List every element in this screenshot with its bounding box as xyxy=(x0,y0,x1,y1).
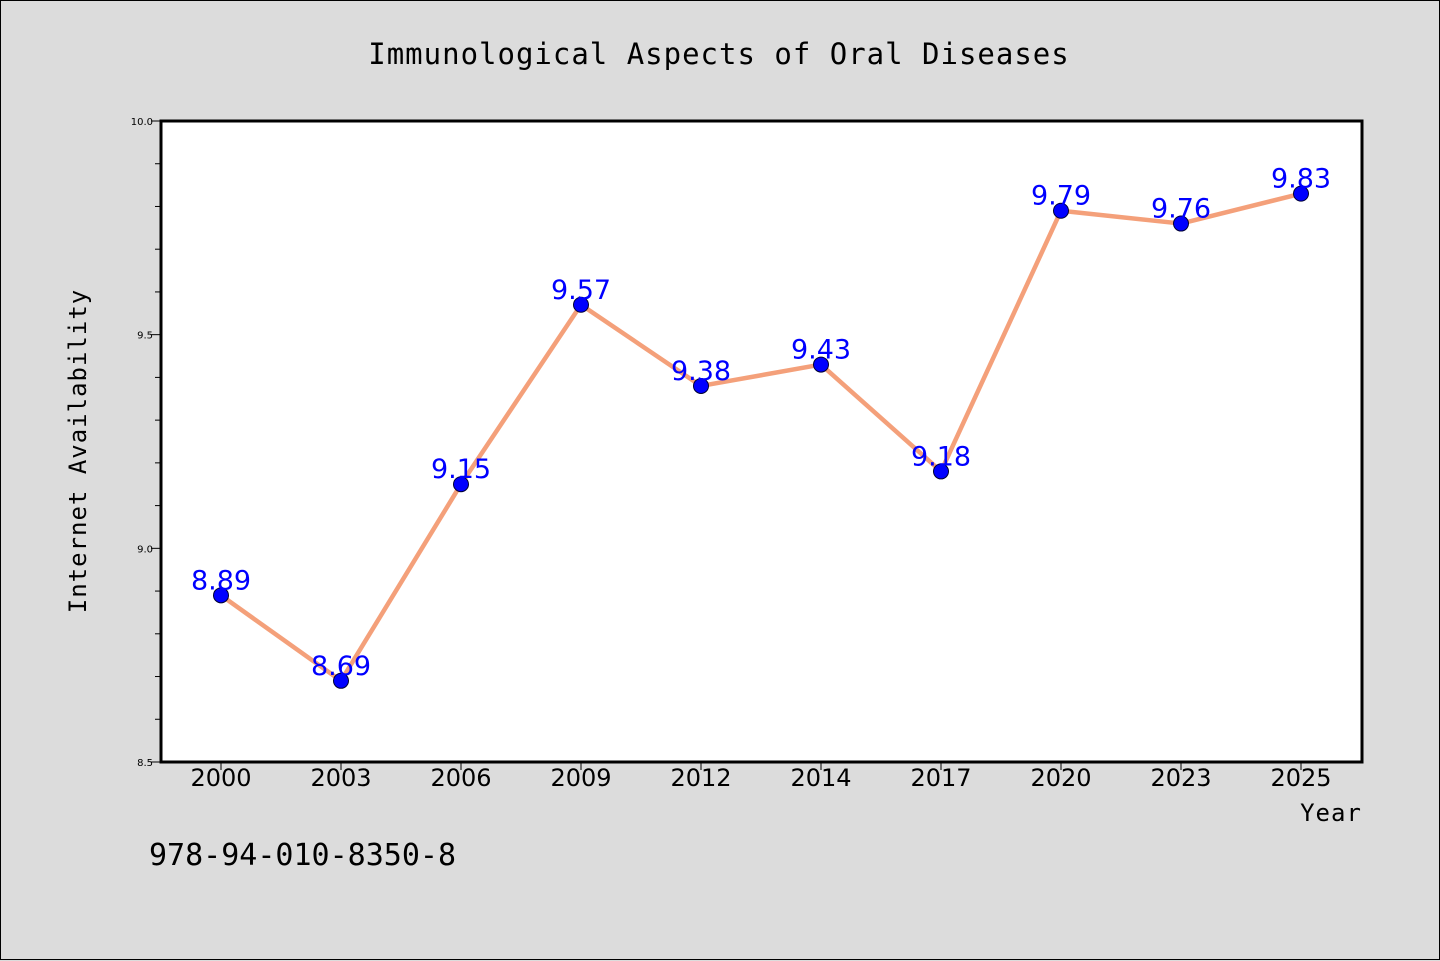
data-point xyxy=(453,476,469,493)
y-axis-label: Internet Availability xyxy=(64,289,92,613)
data-point xyxy=(813,356,829,373)
x-tick-label: 2012 xyxy=(670,764,731,792)
y-tick-label: 8.5 xyxy=(137,758,153,769)
data-point xyxy=(693,377,709,394)
data-labels: 8.89 8.69 9.15 9.57 9.38 9.43 9.18 9.79 9.76 9.83 xyxy=(191,164,1331,682)
data-point xyxy=(573,296,589,313)
data-point xyxy=(213,587,229,604)
data-point xyxy=(1053,202,1069,219)
x-tick-label: 2017 xyxy=(910,764,971,792)
x-tick-label: 2000 xyxy=(190,764,251,792)
data-label: 9.15 xyxy=(431,454,491,485)
data-label: 9.83 xyxy=(1271,164,1331,195)
y-tick-labels: 8.5 9.0 9.5 10.0 xyxy=(131,117,153,769)
data-point xyxy=(933,463,949,480)
x-tick-label: 2003 xyxy=(310,764,371,792)
isbn-text: 978-94-010-8350-8 xyxy=(149,838,456,873)
data-label: 9.79 xyxy=(1031,181,1091,212)
data-label: 9.38 xyxy=(671,356,731,387)
plot-area xyxy=(159,119,1364,764)
data-label: 8.89 xyxy=(191,565,251,596)
y-tick-label: 9.5 xyxy=(137,331,153,342)
data-point xyxy=(1293,185,1309,202)
x-tick-label: 2006 xyxy=(430,764,491,792)
x-tick-label: 2009 xyxy=(550,764,611,792)
data-label: 8.69 xyxy=(311,651,371,682)
x-axis-label: Year xyxy=(1300,799,1362,827)
data-label: 9.76 xyxy=(1151,194,1211,225)
data-point xyxy=(1173,215,1189,232)
series-markers xyxy=(213,185,1309,689)
data-label: 9.43 xyxy=(791,335,851,366)
series-line xyxy=(219,191,1302,684)
data-label: 9.18 xyxy=(911,441,971,472)
data-label: 9.57 xyxy=(551,275,611,306)
y-tick-label: 10.0 xyxy=(131,117,153,128)
x-tick-label: 2025 xyxy=(1270,764,1331,792)
x-tick-label: 2020 xyxy=(1030,764,1091,792)
x-tick-label: 2014 xyxy=(790,764,851,792)
data-point xyxy=(333,672,349,689)
x-tick-label: 2023 xyxy=(1150,764,1211,792)
axis-ticks xyxy=(151,120,1302,770)
x-tick-labels: 2000 2003 2006 2009 2012 2014 2017 2020 2023 2025 xyxy=(190,764,1331,792)
y-tick-label: 9.0 xyxy=(137,544,153,555)
chart-title: Immunological Aspects of Oral Diseases xyxy=(368,37,1069,71)
